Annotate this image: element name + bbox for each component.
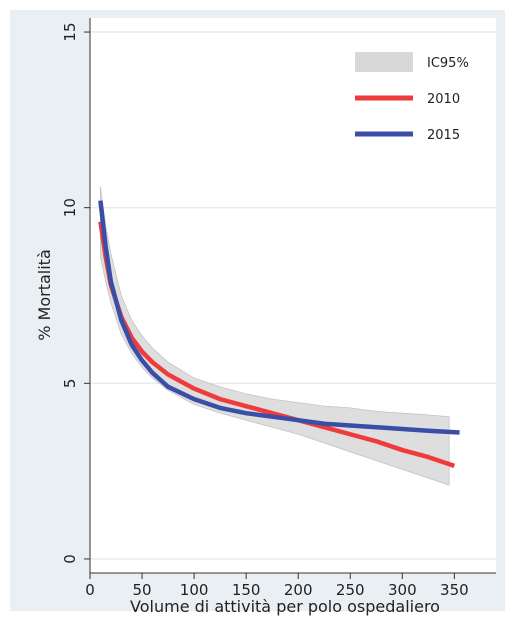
- legend-swatch-ic95: [355, 52, 413, 72]
- gridlines: [90, 31, 496, 560]
- x-tick-label: 150: [232, 581, 261, 599]
- y-tick-label: 0: [61, 554, 79, 564]
- plot-area: [90, 18, 496, 573]
- ci-band-layer: [100, 186, 450, 486]
- series-layer: [98, 200, 460, 468]
- y-tick-label: 10: [61, 198, 79, 217]
- legend: IC95% 2010 2015: [355, 52, 469, 143]
- y-tick-label: 15: [61, 23, 79, 42]
- x-tick-label: 200: [284, 581, 313, 599]
- x-tick-label: 250: [336, 581, 365, 599]
- x-tick-label: 100: [180, 581, 209, 599]
- x-tick-label: 300: [388, 581, 417, 599]
- legend-label: 2010: [427, 92, 460, 107]
- legend-label: 2015: [427, 128, 460, 143]
- x-tick-label: 350: [440, 581, 469, 599]
- legend-label: IC95%: [427, 56, 469, 71]
- ci95-band: [100, 186, 450, 486]
- x-tick-label: 50: [133, 581, 152, 599]
- y-axis-title: % Mortalità: [35, 249, 54, 341]
- series-line-2015: [98, 200, 460, 435]
- x-axis-title: Volume di attività per polo ospedaliero: [130, 597, 440, 616]
- y-tick-label: 5: [61, 379, 79, 389]
- x-tick-label: 0: [85, 581, 95, 599]
